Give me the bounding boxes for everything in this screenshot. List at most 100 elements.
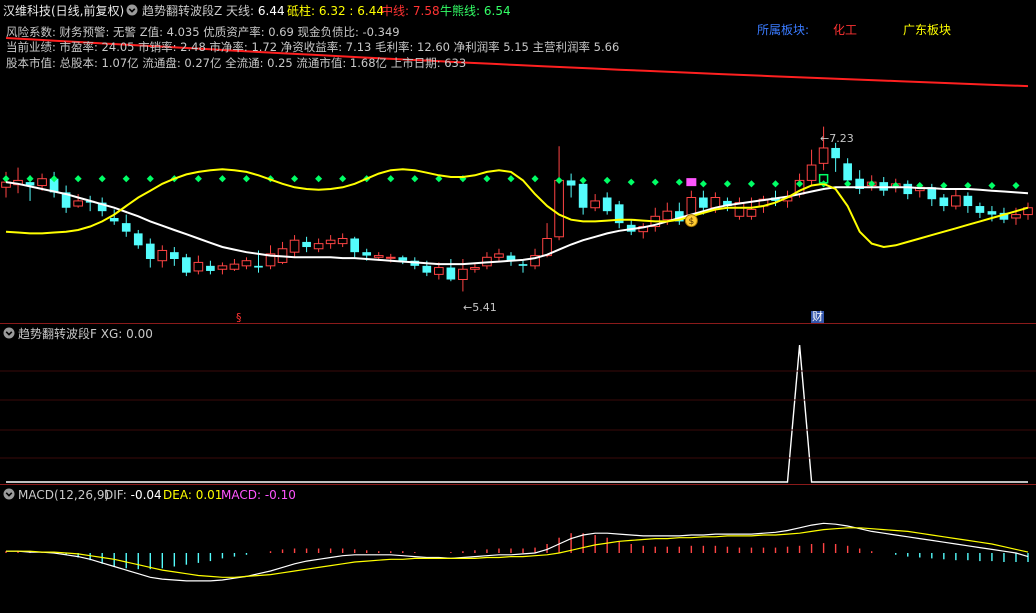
event-mark[interactable]: § <box>236 311 242 324</box>
niuxiong-dot <box>98 175 106 183</box>
candle-up <box>157 249 168 262</box>
niuxiong-dot <box>483 175 491 183</box>
candle-up <box>554 179 564 238</box>
candle-down <box>975 206 985 213</box>
candle-up <box>37 178 47 187</box>
niuxiong-dot <box>435 175 443 183</box>
niuxiong-dot <box>747 180 755 188</box>
niuxiong-dot <box>723 180 731 188</box>
niuxiong-dot <box>964 182 972 190</box>
dif-line <box>6 522 1029 582</box>
candle-down <box>927 187 937 200</box>
candle-up <box>951 195 961 207</box>
sector-region[interactable]: 广东板块 <box>903 23 952 37</box>
niuxiong-dot <box>194 175 202 183</box>
header-item-niuxiong: 牛熊线: 6.54 <box>440 4 511 18</box>
candle-up <box>337 238 348 245</box>
candle-up <box>470 267 480 270</box>
candle-down <box>963 195 973 207</box>
candle-up <box>434 267 444 275</box>
sector-label: 所属板块: <box>757 23 810 37</box>
coin-icon-glyph: $ <box>688 217 694 227</box>
panel-separator-1 <box>0 323 1036 324</box>
candle-down <box>49 178 59 193</box>
candle-up <box>746 208 757 217</box>
circle-chevron-icon[interactable] <box>126 4 138 18</box>
candle-down <box>182 257 191 273</box>
candle-down <box>566 180 576 186</box>
panel-separator-2 <box>0 484 1036 485</box>
coin-icon <box>684 214 698 228</box>
candle-down <box>109 218 119 222</box>
candle-down <box>362 252 372 256</box>
candle-down <box>506 255 516 261</box>
macd-dif: DIF: -0.04 <box>104 488 162 502</box>
candle-up <box>590 200 600 209</box>
candle-up <box>530 255 540 267</box>
niuxiong-dot <box>579 176 587 184</box>
niuxiong-dot <box>74 175 82 183</box>
candle-up <box>289 239 300 253</box>
candle-down <box>398 257 408 261</box>
circle-chevron-icon[interactable] <box>3 488 15 502</box>
niuxiong-dot <box>531 175 539 183</box>
candle-down <box>855 178 864 189</box>
low-price-label: ←5.41 <box>463 301 497 314</box>
candle-up <box>265 253 276 267</box>
candle-down <box>699 197 708 208</box>
peak-marker <box>818 173 829 184</box>
candle-down <box>121 223 131 232</box>
candle-up <box>325 239 336 245</box>
candle-up <box>1011 214 1021 219</box>
candle-up <box>818 147 829 164</box>
candle-up <box>385 256 396 259</box>
header-item-zhongxian: 中线: 7.58 <box>381 4 440 18</box>
niuxiong-dot <box>796 180 804 188</box>
niuxiong-dot <box>387 175 395 183</box>
niuxiong-dot <box>675 178 683 186</box>
circle-chevron-icon[interactable] <box>3 327 15 341</box>
candle-down <box>422 265 432 273</box>
niuxiong-dot <box>771 180 780 188</box>
candle-up <box>313 243 324 250</box>
candle-down <box>723 200 732 207</box>
candle-down <box>831 147 840 159</box>
niuxiong-dot <box>627 178 635 186</box>
dea-line <box>6 527 1029 578</box>
candle-down <box>446 267 456 280</box>
candle-up <box>217 265 228 270</box>
niuxiong-dot <box>940 182 948 190</box>
info-row-risk: 风险系数: 财务预警: 无警 Z值: 4.035 优质资产率: 0.69 现金负… <box>6 25 400 39</box>
candle-down <box>614 204 624 224</box>
candle-down <box>518 264 528 266</box>
indicator-name: 趋势翻转波段Z <box>142 4 223 18</box>
niuxiong-dot <box>315 175 323 183</box>
niuxiong-dot <box>868 180 876 188</box>
stock-title[interactable]: 汉维科技(日线,前复权) <box>3 4 125 18</box>
niuxiong-dot <box>411 175 419 183</box>
niuxiong-dot <box>26 175 34 183</box>
niuxiong-dot <box>603 176 611 184</box>
high-price-label: ←7.23 <box>820 132 854 145</box>
candle-up <box>373 255 384 258</box>
niuxiong-dot <box>339 175 347 183</box>
candle-up <box>458 268 468 280</box>
niuxiong-dot <box>651 178 659 186</box>
candle-up <box>662 210 673 221</box>
niuxiong-dot <box>242 175 251 183</box>
candle-down <box>939 197 949 207</box>
candle-down <box>602 197 612 212</box>
info-row-capital: 股本市值: 总股本: 1.07亿 流通盘: 0.27亿 全流通: 0.25 流通… <box>6 56 467 70</box>
niuxiong-dot <box>50 175 58 183</box>
niuxiong-dot <box>2 175 10 183</box>
candle-up <box>193 261 204 272</box>
macd-dea: DEA: 0.01 <box>163 488 223 502</box>
candle-down <box>903 183 913 195</box>
candle-down <box>999 212 1009 220</box>
sector-industry[interactable]: 化工 <box>833 23 858 37</box>
candle-down <box>674 211 684 222</box>
niuxiong-dot <box>555 176 563 184</box>
finance-report-mark[interactable]: 财 <box>811 310 824 323</box>
